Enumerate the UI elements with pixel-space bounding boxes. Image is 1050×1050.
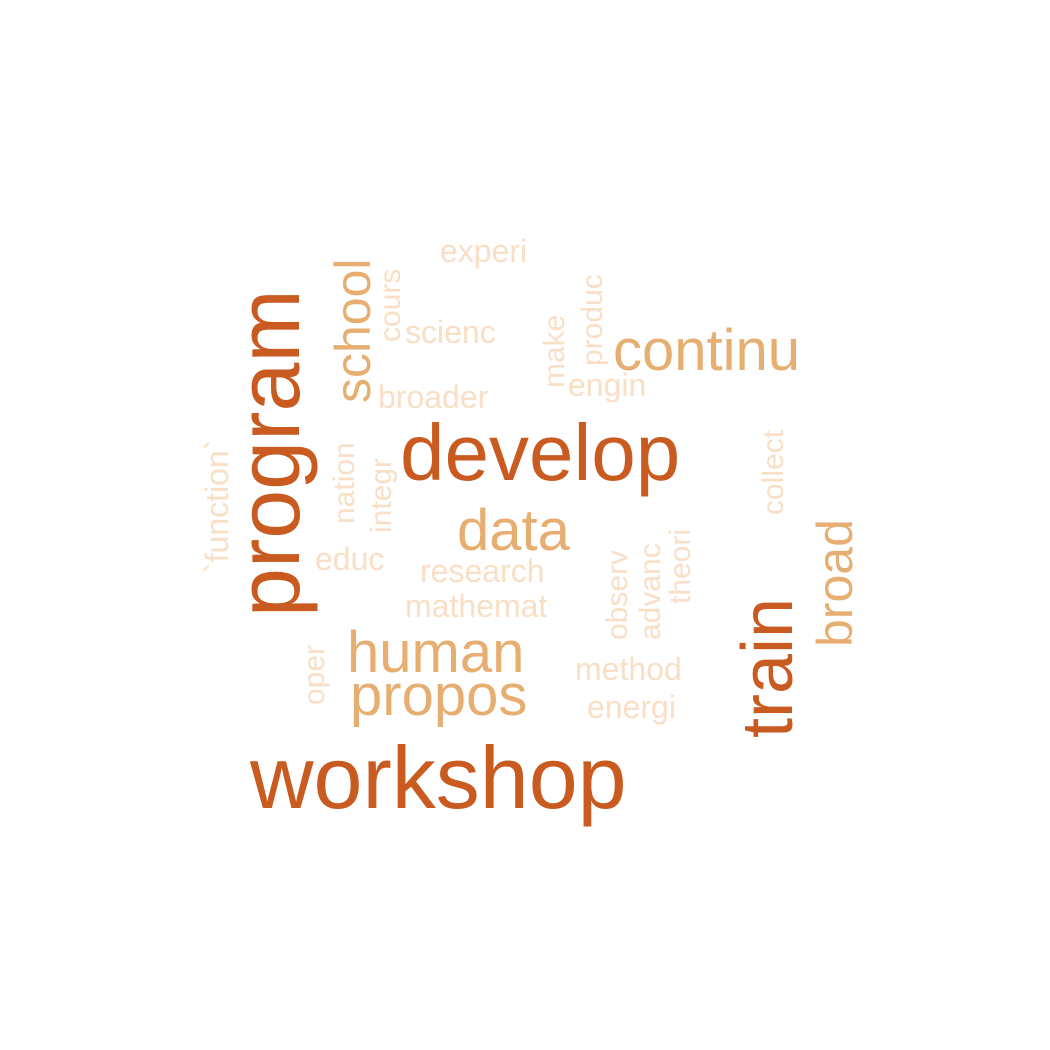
word-train: train <box>728 598 808 738</box>
word-collect: collect <box>757 429 790 515</box>
word-produc: produc <box>576 274 609 366</box>
words-group: workshopdevelopprogramtraincontinuhumanp… <box>199 233 863 827</box>
word-broad: broad <box>807 519 863 647</box>
word-broader: broader <box>378 379 489 415</box>
word-program: program <box>219 289 318 617</box>
word-workshop: workshop <box>249 728 627 827</box>
word-integr: integr <box>365 458 398 533</box>
word-continu: continu <box>613 318 800 383</box>
word-scienc: scienc <box>405 314 496 350</box>
word-develop: develop <box>400 408 680 497</box>
word-experi: experi <box>440 233 527 269</box>
word-method: method <box>575 651 682 687</box>
word-oper: oper <box>298 645 331 705</box>
word-advanc: advanc <box>634 543 667 640</box>
word-function: `function` <box>199 440 235 573</box>
word-school: school <box>325 258 381 403</box>
word-human: human <box>347 620 524 685</box>
word-research: research <box>420 553 545 589</box>
word-data: data <box>457 498 571 563</box>
word-propos: propos <box>350 663 527 728</box>
word-nation: nation <box>328 442 361 524</box>
word-observ: observ <box>601 550 634 640</box>
word-cours: cours <box>374 269 407 342</box>
word-educ: educ <box>315 541 384 577</box>
word-make: make <box>538 315 571 388</box>
word-engin: engin <box>568 367 646 403</box>
word-theori: theori <box>664 529 697 604</box>
word-energi: energi <box>587 689 676 725</box>
word-mathemat: mathemat <box>405 588 547 624</box>
